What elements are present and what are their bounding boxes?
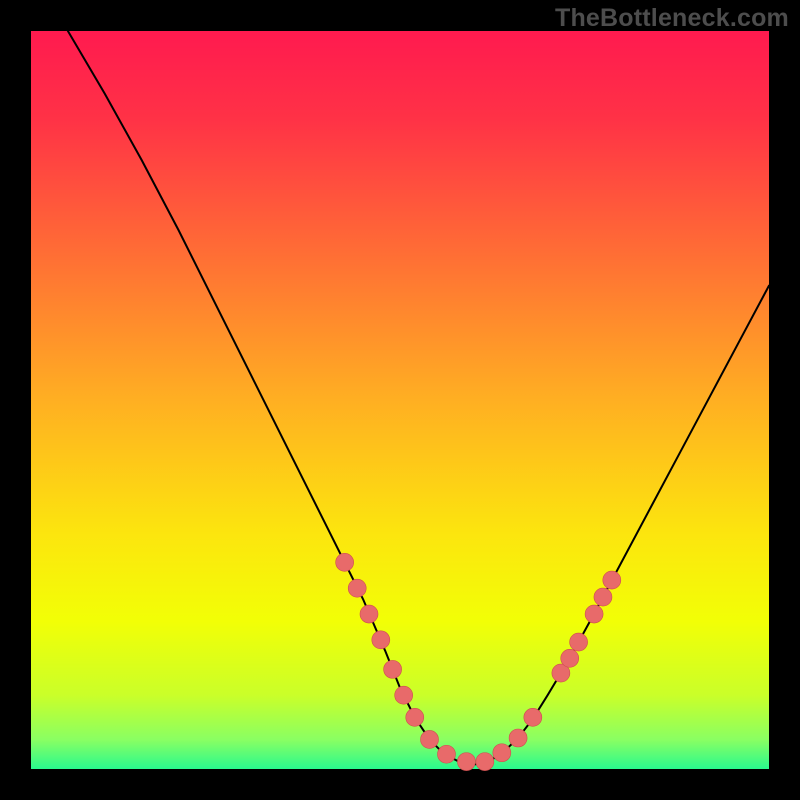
marker-point — [384, 660, 402, 678]
marker-point — [406, 708, 424, 726]
marker-point — [372, 631, 390, 649]
marker-point — [603, 571, 621, 589]
marker-point — [421, 730, 439, 748]
marker-point — [360, 605, 378, 623]
marker-point — [348, 579, 366, 597]
marker-point — [594, 588, 612, 606]
marker-point — [395, 686, 413, 704]
marker-point — [457, 753, 475, 771]
marker-point — [493, 744, 511, 762]
chart-svg — [0, 0, 800, 800]
marker-point — [476, 753, 494, 771]
marker-point — [561, 649, 579, 667]
marker-point — [570, 633, 588, 651]
marker-point — [509, 729, 527, 747]
marker-point — [336, 553, 354, 571]
watermark-text: TheBottleneck.com — [555, 4, 789, 33]
marker-point — [585, 605, 603, 623]
figure-root: TheBottleneck.com — [0, 0, 800, 800]
marker-point — [524, 708, 542, 726]
plot-background — [31, 31, 769, 769]
marker-point — [437, 745, 455, 763]
